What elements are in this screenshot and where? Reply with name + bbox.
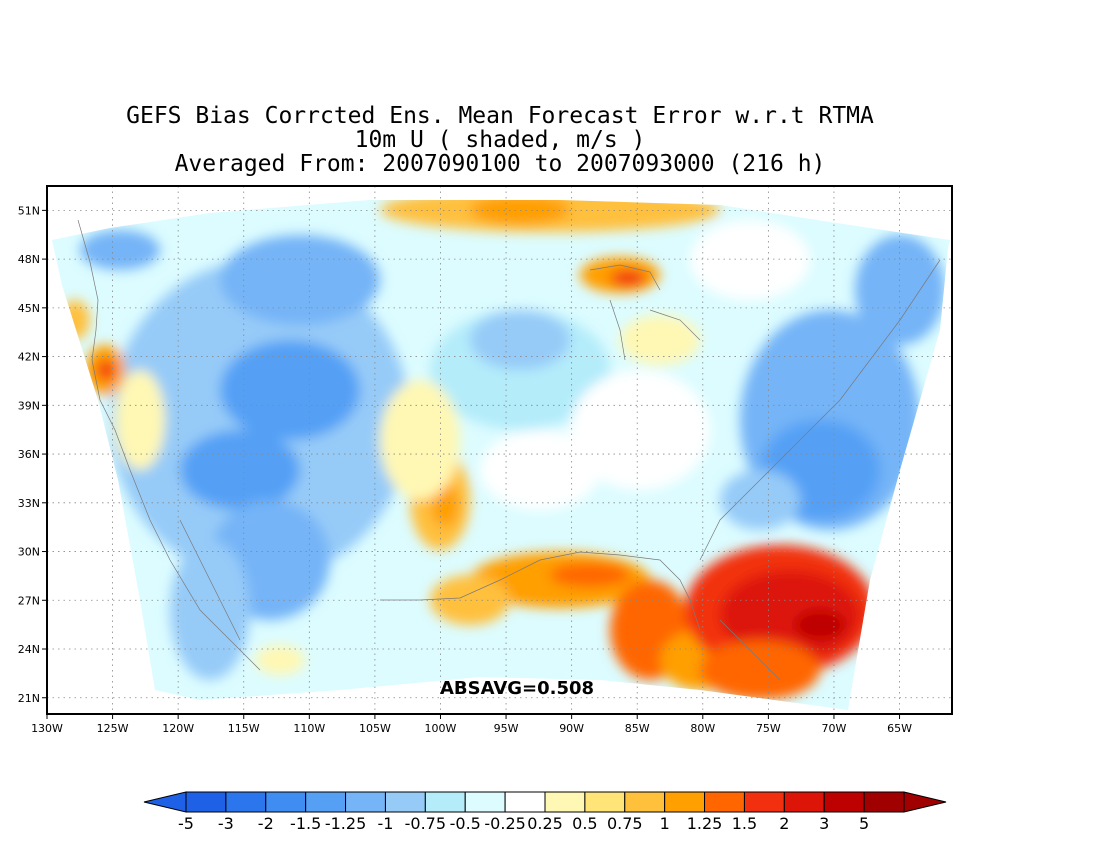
colorbar-min-arrow [143, 791, 187, 813]
lat-label: 42N [18, 351, 40, 364]
colorbar-swatch [265, 791, 307, 813]
gulf-west-positive [430, 575, 510, 625]
lat-label: 48N [18, 253, 40, 266]
colorbar-swatch [823, 791, 865, 813]
lon-label: 90W [559, 722, 584, 735]
oregon-positive [60, 300, 90, 340]
colorbar-swatch [504, 791, 546, 813]
lake-superior-core [610, 270, 646, 286]
midwest-negative [470, 310, 570, 370]
lat-label: 21N [18, 692, 40, 705]
carolinas-negative [720, 470, 800, 530]
colorbar-label: -5 [178, 814, 194, 833]
colorbar-label: -2 [258, 814, 274, 833]
lat-label: 24N [18, 643, 40, 656]
quebec-white [690, 220, 810, 300]
colorbar-swatch [743, 791, 785, 813]
colorbar-label: 0.25 [527, 814, 563, 833]
colorbar-swatch [584, 791, 626, 813]
colorbar-label: 1.25 [687, 814, 723, 833]
pacific-nw-negative [80, 230, 160, 270]
lat-label: 30N [18, 546, 40, 559]
michigan-yellow [620, 315, 700, 365]
lon-label: 75W [756, 722, 781, 735]
colorbar-max-arrow [903, 791, 947, 813]
mexico-yellow [255, 645, 305, 675]
lon-label: 105W [359, 722, 391, 735]
california-positive-core [97, 360, 115, 380]
lon-label: 120W [162, 722, 194, 735]
central-white [480, 430, 600, 510]
colorbar-swatch [345, 791, 386, 813]
lon-label: 125W [97, 722, 129, 735]
coastlines [77, 219, 941, 681]
colorbar-label: 1 [660, 814, 670, 833]
lat-label: 51N [18, 204, 40, 217]
absavg-annotation: ABSAVG=0.508 [440, 678, 594, 699]
rockies-negative-core [220, 340, 360, 440]
colorbar-swatch [664, 791, 706, 813]
title-line-1: GEFS Bias Corrcted Ens. Mean Forecast Er… [126, 103, 874, 129]
lon-label: 100W [425, 722, 457, 735]
colorbar-swatch [424, 791, 466, 813]
colorbar-swatch [384, 791, 426, 813]
colorbar-label: -1 [377, 814, 393, 833]
colorbar-label: 5 [859, 814, 869, 833]
latitude-labels: 51N 48N 45N 42N 39N 36N 33N 30N 27N 24N 21N [18, 204, 47, 705]
lon-label: 110W [293, 722, 325, 735]
lon-label: 130W [31, 722, 63, 735]
forecast-error-field [52, 200, 950, 710]
sierra-positive [115, 370, 165, 470]
colorbar-label: 3 [819, 814, 829, 833]
colorbar-label: 2 [779, 814, 789, 833]
colorbar-label: 1.5 [732, 814, 757, 833]
colorbar-swatch [225, 791, 267, 813]
lon-label: 85W [625, 722, 650, 735]
title-line-2: 10m U ( shaded, m/s ) [354, 127, 646, 153]
colorbar-swatch [544, 791, 586, 813]
colorbar-swatch [624, 791, 666, 813]
bahamas-positive [700, 640, 820, 700]
lon-label: 70W [822, 722, 847, 735]
lon-label: 80W [690, 722, 715, 735]
gulf-coast-core [550, 563, 630, 587]
colorbar-swatch [464, 791, 506, 813]
lat-label: 36N [18, 448, 40, 461]
colorbar-label: -1.5 [290, 814, 321, 833]
lon-label: 115W [228, 722, 260, 735]
colorbar: -5 -3 -2 -1.5 -1.25 -1 -0.75 -0.5 -0.25 0.25 0.5 0.… [143, 791, 947, 833]
lat-label: 27N [18, 594, 40, 607]
colorbar-label: -0.25 [484, 814, 525, 833]
colorbar-swatch [863, 791, 905, 813]
colorbar-label: -0.5 [450, 814, 481, 833]
longitude-labels: 130W 125W 120W 115W 110W 105W 100W 95W 90W 85W 80W… [31, 714, 912, 735]
lat-label: 39N [18, 399, 40, 412]
texas-positive-core [431, 483, 459, 527]
lat-label: 45N [18, 302, 40, 315]
graticule [47, 186, 952, 714]
northern-rockies-negative [220, 235, 380, 325]
florida-strait-core [795, 610, 845, 640]
lon-label: 95W [494, 722, 519, 735]
colorbar-swatch [185, 791, 227, 813]
map-frame [46, 185, 953, 715]
title-line-3: Averaged From: 2007090100 to 2007093000 … [174, 151, 826, 177]
colorbar-label: 0.75 [607, 814, 643, 833]
ohio-white [570, 370, 710, 490]
colorbar-label: 0.5 [572, 814, 597, 833]
colorbar-label: -3 [218, 814, 234, 833]
plains-yellow [380, 380, 460, 500]
great-basin-negative [180, 430, 300, 510]
colorbar-label: -1.25 [325, 814, 366, 833]
colorbar-label: -0.75 [405, 814, 446, 833]
colorbar-swatch [704, 791, 745, 813]
colorbar-swatch [783, 791, 825, 813]
northeast-negative [855, 235, 945, 345]
lat-label: 33N [18, 497, 40, 510]
baja-negative [170, 540, 250, 680]
lon-label: 65W [887, 722, 912, 735]
colorbar-swatch [305, 791, 347, 813]
